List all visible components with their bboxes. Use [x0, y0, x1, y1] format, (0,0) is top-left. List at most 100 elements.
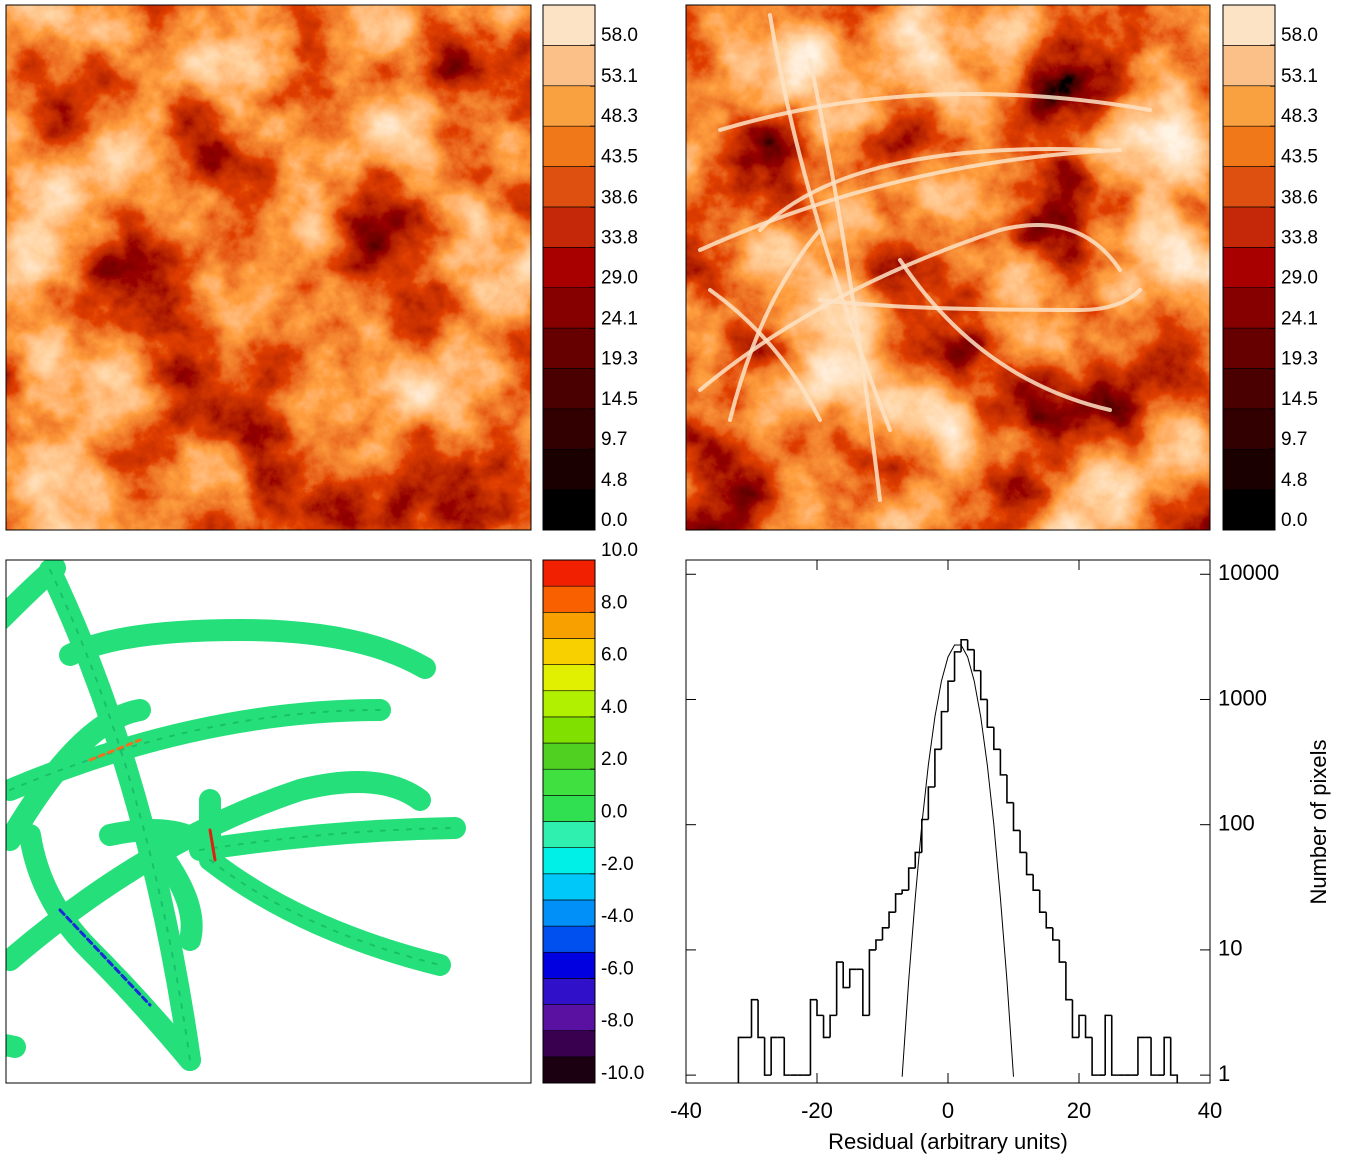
- histogram-panel: Residual (arbitrary units) Number of pix…: [685, 559, 1331, 1154]
- colorbar-band: [542, 206, 596, 248]
- colorbar-tick-label: 4.8: [601, 470, 627, 491]
- colorbar-band: [1222, 408, 1276, 450]
- image-panel-1: [5, 4, 532, 531]
- histogram-bin: [973, 649, 981, 672]
- track: [189, 817, 466, 861]
- colorbar-tick-label: 4.0: [601, 697, 627, 718]
- colorbar-band: [1222, 287, 1276, 329]
- colorbar-band: [542, 951, 596, 979]
- colorbar-band: [1222, 85, 1276, 127]
- histogram-bin: [770, 1036, 778, 1076]
- colorbar-band: [542, 1056, 596, 1084]
- colorbar-tick-label: -6.0: [601, 958, 634, 979]
- colorbar-band: [542, 489, 596, 531]
- y-tick-label: 100: [1218, 811, 1255, 836]
- histogram-bin: [927, 786, 935, 820]
- track: [6, 560, 66, 630]
- histogram-bin: [1071, 999, 1079, 1039]
- histogram-bin: [1012, 802, 1021, 832]
- colorbar-tick-label: 24.1: [601, 309, 638, 330]
- histogram-bin: [999, 749, 1007, 776]
- colorbar-band: [542, 768, 596, 796]
- track: [139, 829, 203, 951]
- track: [19, 824, 201, 1071]
- histogram-bin: [993, 727, 1001, 751]
- histogram-bin: [986, 699, 994, 729]
- colorbar-band: [1222, 45, 1276, 87]
- histogram-bin: [1091, 1037, 1099, 1076]
- colorbar-band: [542, 690, 596, 718]
- streak: [708, 288, 822, 422]
- x-tick-label: 40: [1198, 1098, 1222, 1123]
- image-panel-2: [685, 4, 1211, 531]
- histogram-bin: [822, 1015, 831, 1039]
- histogram-bin: [940, 710, 948, 750]
- streak: [698, 148, 1122, 252]
- colorbar-band: [542, 847, 596, 875]
- colorbar-tick-label: -8.0: [601, 1011, 634, 1032]
- colorbar-tick-label: -4.0: [601, 906, 634, 927]
- y-tick-label: 1: [1218, 1061, 1230, 1086]
- streak: [718, 92, 1152, 132]
- streak: [898, 258, 1112, 412]
- histogram-bin: [1038, 890, 1047, 914]
- colorbar-band: [1222, 4, 1276, 46]
- colorbar-band: [542, 585, 596, 613]
- x-axis-label: Residual (arbitrary units): [828, 1129, 1068, 1154]
- histogram-bin: [829, 1014, 837, 1038]
- colorbar-band: [542, 45, 596, 87]
- colorbar-tick-label: 33.8: [601, 227, 638, 248]
- colorbar-band: [1222, 368, 1276, 410]
- colorbar-tick-label: 48.3: [601, 106, 638, 127]
- histogram-bin: [816, 999, 824, 1017]
- colorbar-tick-label: 33.8: [1281, 227, 1318, 248]
- frame: [5, 559, 532, 1084]
- colorbar-frame: [1222, 4, 1276, 531]
- colorbar-band: [542, 85, 596, 127]
- streak: [808, 58, 882, 502]
- colorbar-band: [1222, 125, 1276, 167]
- colorbar-tick-label: 48.3: [1281, 106, 1318, 127]
- colorbar-tick-label: 2.0: [601, 749, 627, 770]
- colorbar-band: [542, 4, 596, 46]
- track: [6, 699, 151, 851]
- colorbar-tick-label: 14.5: [1281, 389, 1318, 410]
- colorbar-band: [542, 287, 596, 329]
- histogram-bin: [783, 1037, 791, 1076]
- histogram-bin: [809, 998, 817, 1076]
- colorbar-tick-label: 24.1: [1281, 309, 1318, 330]
- histogram-bin: [1137, 1036, 1145, 1076]
- colorbar-band: [542, 716, 596, 744]
- colorbar-band: [542, 638, 596, 665]
- histogram-bin: [1058, 939, 1066, 963]
- colorbar-tick-label: 8.0: [601, 592, 627, 613]
- histogram-bin: [1065, 962, 1073, 1001]
- colorbar-band: [542, 1004, 596, 1031]
- frame: [5, 4, 532, 531]
- frame: [685, 559, 1211, 1084]
- residual-tracks: [6, 560, 466, 1071]
- colorbar-band: [542, 408, 596, 450]
- y-tick-label: 10000: [1218, 560, 1279, 585]
- colorbar-tick-label: 6.0: [601, 645, 627, 666]
- colorbar-band: [542, 664, 596, 692]
- colorbar-band: [542, 327, 596, 369]
- histogram-bin: [848, 968, 857, 988]
- colorbar-tick-label: 53.1: [601, 66, 638, 87]
- y-tick-label: 1000: [1218, 685, 1267, 710]
- streak: [818, 288, 1142, 313]
- histogram-bin: [901, 889, 909, 894]
- track: [199, 849, 451, 976]
- histogram-bin: [1078, 1014, 1086, 1038]
- colorbar-tick-label: 9.7: [601, 429, 627, 450]
- histogram-bin: [934, 748, 942, 787]
- colorbar-band: [542, 899, 596, 927]
- colorbar-tick-label: 19.3: [1281, 349, 1318, 370]
- streak: [728, 228, 822, 422]
- histogram-bin: [1052, 927, 1060, 941]
- colorbar-band: [542, 125, 596, 167]
- histogram-bin: [1169, 1037, 1179, 1083]
- histogram-bin: [979, 670, 988, 701]
- frame: [685, 4, 1211, 531]
